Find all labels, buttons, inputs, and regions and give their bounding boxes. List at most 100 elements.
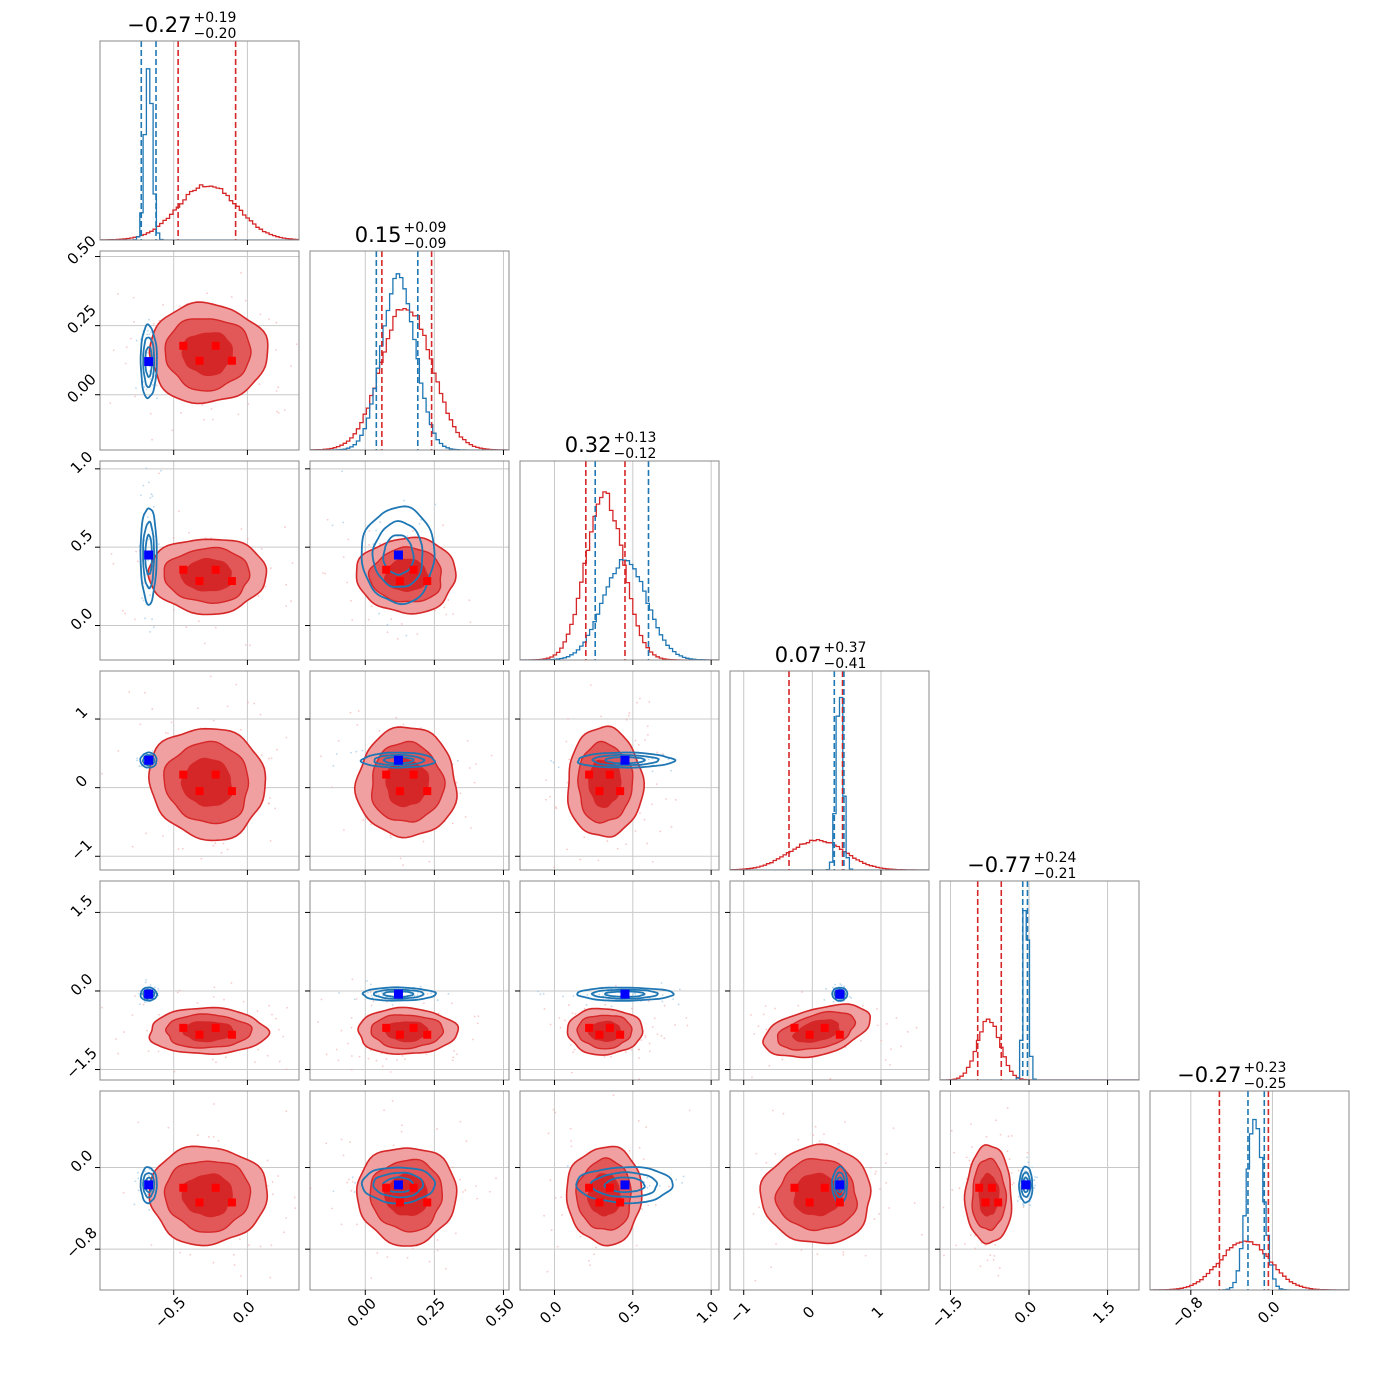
histogram-panel-2: 0.32 +0.13−0.12 — [519, 430, 720, 665]
scatter-point — [145, 467, 148, 470]
scatter-point — [117, 1052, 120, 1055]
scatter-point — [685, 1016, 688, 1019]
scatter-point — [370, 605, 373, 608]
histogram-panel-0: −0.27 +0.19−0.20 — [99, 10, 300, 245]
scatter-point — [177, 510, 180, 513]
scatter-point — [158, 319, 161, 322]
scatter-point — [330, 786, 333, 789]
scatter-point — [758, 1206, 761, 1209]
scatter-point — [244, 643, 247, 646]
scatter-point — [553, 866, 556, 869]
scatter-point — [426, 992, 429, 995]
red-marker — [409, 770, 418, 779]
scatter-point — [647, 1204, 650, 1207]
red-marker — [195, 1198, 204, 1207]
red-marker — [227, 1198, 236, 1207]
scatter-point — [332, 764, 335, 767]
scatter-point — [386, 1256, 389, 1258]
scatter-point — [543, 1214, 546, 1217]
scatter-point — [447, 599, 450, 601]
scatter-point — [124, 612, 127, 615]
scatter-point — [212, 1103, 215, 1105]
scatter-point — [854, 1084, 856, 1086]
red-marker — [605, 1023, 614, 1032]
scatter-point — [375, 1059, 378, 1062]
scatter-point — [149, 497, 152, 499]
scatter-point — [259, 1245, 262, 1248]
scatter-point — [149, 378, 152, 380]
scatter-point — [351, 618, 354, 621]
truth-marker — [393, 550, 403, 560]
scatter-point — [832, 986, 834, 989]
title-value: −0.77 — [967, 853, 1031, 877]
scatter-point — [404, 1058, 406, 1060]
scatter-point — [647, 1000, 650, 1003]
scatter-point — [355, 750, 358, 753]
scatter-point — [367, 618, 370, 621]
scatter-point — [637, 1120, 640, 1122]
scatter-point — [636, 701, 638, 704]
red-marker — [790, 1023, 799, 1032]
scatter-point — [625, 718, 628, 721]
scatter-point — [915, 1026, 918, 1029]
panel-frame — [729, 880, 930, 1081]
scatter-point — [752, 1213, 755, 1215]
scatter-point — [337, 1059, 340, 1062]
scatter-point — [335, 1048, 338, 1051]
scatter-point — [646, 1176, 649, 1179]
x-tick-label: 0.0 — [229, 1298, 259, 1328]
scatter-point — [248, 644, 251, 647]
red-marker — [595, 1030, 604, 1039]
scatter-point — [138, 765, 141, 767]
scatter-point — [630, 1049, 633, 1051]
scatter-point — [235, 683, 238, 686]
scatter-point — [637, 744, 640, 746]
scatter-point — [196, 1134, 199, 1137]
scatter-point — [434, 609, 436, 612]
title-minus: −0.20 — [194, 26, 237, 42]
scatter-point — [442, 524, 444, 527]
scatter-point — [765, 1028, 768, 1031]
scatter-point — [583, 836, 586, 839]
scatter-point — [157, 987, 160, 990]
x-tick-label: −0.5 — [151, 1293, 189, 1331]
scatter-point — [832, 1000, 835, 1003]
scatter-point — [885, 1153, 888, 1155]
scatter-point — [885, 1022, 888, 1025]
scatter-point — [290, 365, 292, 367]
truth-marker — [144, 989, 154, 999]
panel-frame — [99, 250, 300, 451]
scatter-point — [876, 1024, 879, 1027]
scatter-point — [389, 1071, 392, 1073]
scatter-point — [1026, 1156, 1028, 1159]
scatter-point — [662, 753, 665, 756]
truth-marker — [620, 755, 630, 765]
scatter-point — [606, 840, 609, 842]
scatter-point — [645, 1126, 648, 1128]
scatter-point — [651, 860, 654, 863]
scatter-point — [260, 754, 263, 756]
scatter-point — [473, 781, 476, 784]
scatter-point — [396, 637, 399, 640]
scatter-point — [207, 1136, 210, 1138]
scatter-point — [148, 1208, 151, 1211]
scatter-point — [459, 1120, 462, 1123]
scatter-point — [166, 732, 169, 735]
scatter-point — [986, 1259, 989, 1262]
scatter-point — [770, 1266, 772, 1269]
red-marker — [987, 1183, 996, 1192]
scatter-point — [272, 1193, 274, 1196]
truth-marker — [620, 989, 630, 999]
blue-histogram — [100, 68, 299, 240]
blue-contour — [360, 1166, 437, 1205]
scatter-point — [239, 1275, 242, 1277]
scatter-point — [566, 1165, 569, 1167]
scatter-point — [400, 623, 403, 625]
scatter-point — [401, 1054, 404, 1057]
scatter-point — [411, 530, 414, 532]
scatter-point — [947, 1023, 949, 1025]
scatter-point — [335, 515, 337, 517]
scatter-point — [347, 538, 350, 541]
red-marker — [595, 787, 604, 796]
scatter-point — [565, 740, 568, 743]
